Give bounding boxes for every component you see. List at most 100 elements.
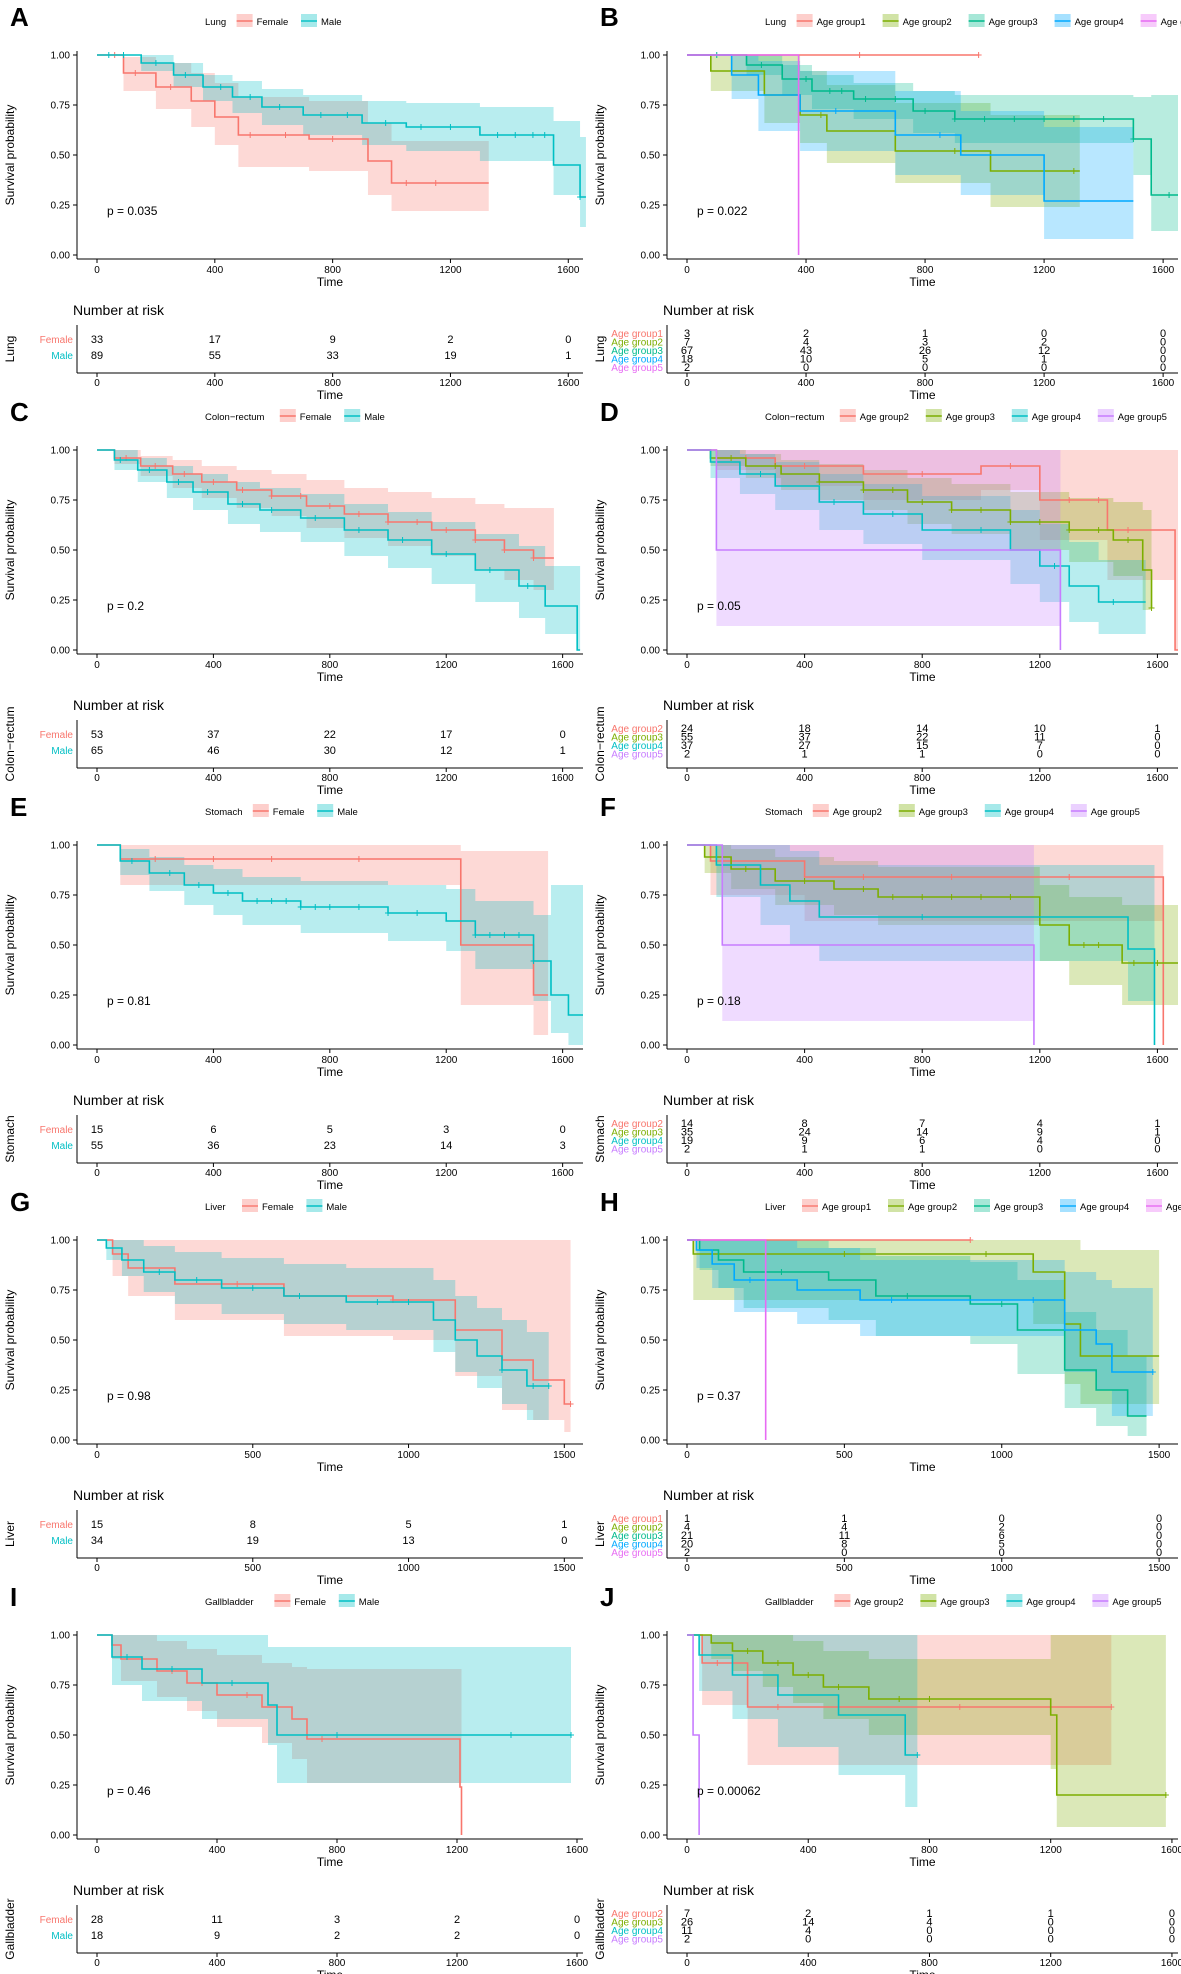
risk-row-label: Age group3: [611, 346, 663, 357]
censor-mark: [499, 1367, 505, 1373]
risk-x-tick-label: 1200: [1029, 1168, 1052, 1179]
survival-curve: [97, 844, 583, 1016]
legend-entry: Age group5: [1091, 807, 1140, 818]
risk-value: 33: [91, 334, 103, 346]
y-tick-label: 0.75: [641, 101, 661, 112]
legend: Liver Age group1 Age group2 Age group3 Age g…: [765, 1199, 1181, 1213]
risk-row-label: Age group3: [611, 1918, 663, 1929]
censor-mark: [268, 493, 275, 499]
ci-band: [687, 55, 1134, 239]
censor-mark: [355, 511, 362, 517]
x-tick-label: 0: [684, 660, 690, 671]
risk-row-label: Male: [51, 746, 73, 757]
risk-value: 30: [324, 745, 336, 757]
panel-label: J: [600, 1582, 614, 1612]
censor-mark: [182, 72, 189, 78]
risk-value: 26: [919, 345, 931, 357]
risk-value: 0: [1156, 1513, 1162, 1525]
risk-value: 2: [684, 1934, 690, 1946]
legend-entry: Male: [359, 1597, 380, 1608]
censor-mark: [978, 527, 985, 533]
censor-mark: [432, 180, 439, 186]
y-tick-label: 0.75: [51, 891, 71, 902]
risk-value: 2: [1041, 337, 1047, 349]
risk-x-tick-label: 400: [206, 378, 223, 389]
risk-table: Number at risk Female 33 17 9 2 0 Male 89 55 33 19 1…: [3, 302, 583, 402]
x-tick-label: 1600: [1146, 1055, 1169, 1066]
censor-mark: [385, 519, 392, 525]
risk-table: Number at risk Female 15 8 5 1 Male 34 19 13 0 0 500…: [3, 1487, 583, 1587]
censor-mark: [936, 132, 943, 138]
y-axis-title: Survival probability: [3, 1685, 17, 1786]
risk-x-tick-label: 800: [921, 1958, 938, 1969]
censor-mark: [132, 70, 139, 76]
risk-value: 2: [805, 1908, 811, 1920]
risk-value: 3: [922, 337, 928, 349]
legend-entry: Age group5: [1112, 1597, 1161, 1608]
ci-band: [687, 450, 1152, 650]
risk-value: 67: [681, 345, 693, 357]
risk-value: 0: [1156, 1547, 1162, 1559]
censor-mark: [919, 914, 926, 920]
censor-mark: [296, 1293, 303, 1299]
risk-value: 4: [684, 1522, 690, 1534]
risk-value: 2: [334, 1930, 340, 1942]
survival-curve: [687, 1239, 1160, 1357]
censor-mark: [835, 1684, 842, 1690]
y-tick-label: 0.00: [641, 1436, 661, 1447]
censor-mark: [167, 84, 174, 90]
risk-value: 3: [334, 1914, 340, 1926]
y-tick-label: 0.50: [641, 151, 661, 162]
risk-table-title: Number at risk: [663, 1487, 755, 1503]
legend-entry: Female: [273, 807, 305, 818]
risk-row-label: Age group5: [611, 1935, 663, 1946]
survival-curve: [687, 54, 1080, 172]
censor-mark: [746, 1277, 753, 1283]
risk-row-label: Male: [51, 1931, 73, 1942]
risk-row-label: Age group4: [611, 741, 663, 752]
censor-mark: [1036, 519, 1043, 525]
censor-mark: [1154, 960, 1161, 966]
censor-mark: [926, 1696, 933, 1702]
risk-value: 14: [681, 1118, 693, 1130]
y-tick-label: 1.00: [641, 1236, 661, 1247]
risk-value: 17: [440, 729, 452, 741]
y-axis-title: Survival probability: [3, 500, 17, 601]
risk-value: 0: [999, 1513, 1005, 1525]
risk-x-tick-label: 1600: [566, 1958, 589, 1969]
censor-mark: [494, 132, 501, 138]
x-axis-title: Time: [317, 275, 344, 289]
censor-mark: [524, 583, 531, 589]
risk-value: 14: [916, 723, 928, 735]
x-tick-label: 0: [684, 1055, 690, 1066]
censor-mark: [512, 132, 519, 138]
y-axis-title: Survival probability: [3, 105, 17, 206]
x-tick-label: 0: [94, 660, 100, 671]
legend-entry: Age group5: [1118, 412, 1167, 423]
risk-value: 18: [798, 723, 810, 735]
risk-value: 4: [1037, 1118, 1043, 1130]
risk-x-tick-label: 1000: [397, 1563, 420, 1574]
risk-value: 0: [560, 1124, 566, 1136]
censor-mark: [472, 932, 479, 938]
risk-value: 22: [916, 732, 928, 744]
y-tick-label: 0.25: [641, 991, 661, 1002]
risk-value: 7: [1037, 740, 1043, 752]
risk-value: 3: [560, 1140, 566, 1152]
y-tick-label: 0.75: [51, 496, 71, 507]
censor-mark: [326, 904, 333, 910]
legend-title: Colon−rectum: [765, 412, 824, 423]
censor-mark: [530, 555, 537, 561]
censor-mark: [268, 507, 275, 513]
legend: Stomach Age group2 Age group3 Age group4 Age…: [765, 804, 1140, 818]
censor-mark: [1080, 942, 1087, 948]
risk-x-axis-title: Time: [317, 1178, 344, 1192]
risk-value: 5: [327, 1124, 333, 1136]
censor-mark: [403, 180, 410, 186]
risk-value: 0: [1169, 1908, 1175, 1920]
censor-mark: [529, 132, 536, 138]
risk-row-label: Female: [40, 335, 74, 346]
censor-mark: [1051, 563, 1058, 569]
censor-mark: [774, 1704, 781, 1710]
